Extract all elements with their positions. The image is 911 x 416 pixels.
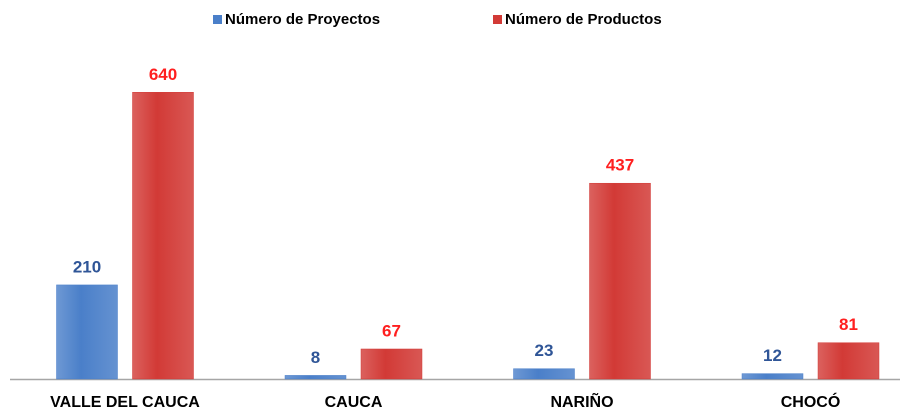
data-label: 8 [311,348,320,367]
legend-swatch [493,15,502,24]
bar [56,284,118,380]
bar [513,368,575,380]
data-label: 81 [839,315,858,334]
bar [284,375,347,380]
data-label: 23 [535,341,554,360]
bar [360,348,423,380]
data-label: 210 [73,257,101,276]
bar [817,342,880,380]
bar [741,373,804,380]
data-label: 640 [149,65,177,84]
legend-label: Número de Productos [505,11,662,28]
data-label: 12 [763,346,782,365]
bar [589,182,651,380]
legend-label: Número de Proyectos [225,11,380,28]
data-label: 437 [606,156,634,175]
x-tick-label: CHOCÓ [781,392,841,411]
x-tick-label: VALLE DEL CAUCA [50,394,200,411]
x-tick-label: CAUCA [325,394,383,411]
x-tick-label: NARIÑO [550,391,613,411]
bar [132,92,194,380]
data-label: 67 [382,321,401,340]
legend-swatch [213,15,222,24]
